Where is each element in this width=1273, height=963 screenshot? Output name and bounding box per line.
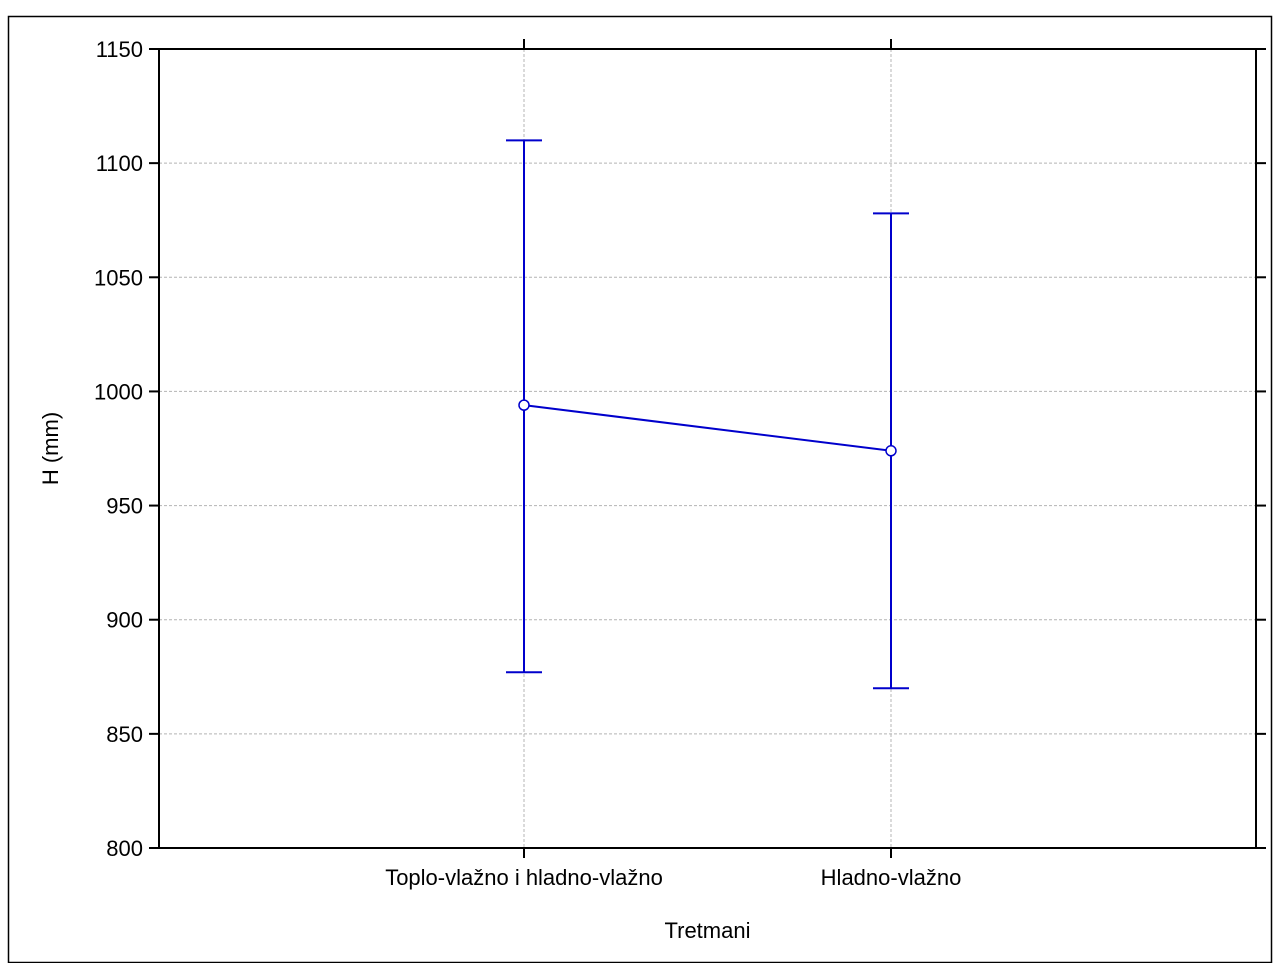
data-point <box>885 445 897 457</box>
series-group <box>506 139 909 690</box>
y-tick-label: 800 <box>106 836 143 861</box>
series-line <box>523 404 892 452</box>
y-tick-label: 850 <box>106 722 143 747</box>
x-axis: Toplo-vlažno i hladno-vlažno Hladno-vlažn… <box>385 39 961 890</box>
y-tick-label: 950 <box>106 494 143 519</box>
figure-frame <box>7 15 1273 963</box>
x-axis-title: Tretmani <box>665 918 751 943</box>
gridlines <box>159 49 1256 848</box>
y-axis-title: H (mm) <box>38 412 63 485</box>
data-point <box>518 399 530 411</box>
y-tick-label: 1000 <box>94 379 143 404</box>
y-tick-label: 1100 <box>96 151 143 176</box>
plot-area <box>158 48 1257 849</box>
y-tick-label: 1050 <box>94 265 143 290</box>
x-tick-label: Toplo-vlažno i hladno-vlažno <box>385 865 663 890</box>
y-tick-label: 900 <box>106 608 143 633</box>
x-tick-label: Hladno-vlažno <box>821 865 962 890</box>
y-axis: 800 850 900 950 1000 1050 1100 1150 <box>94 37 1266 861</box>
y-tick-label: 1150 <box>96 37 143 62</box>
